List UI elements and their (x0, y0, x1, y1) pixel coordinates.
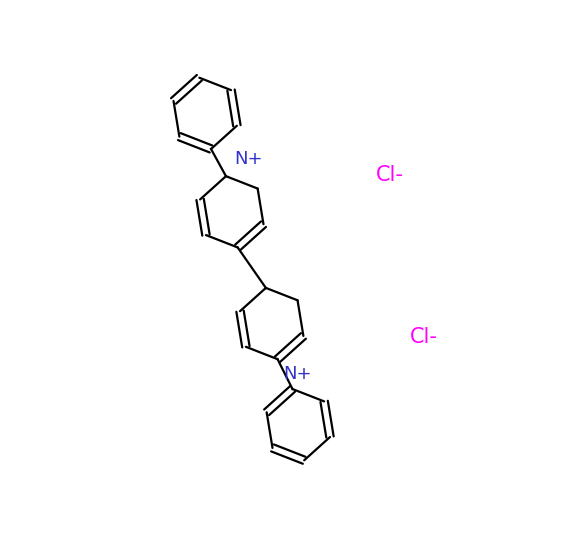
Text: N+: N+ (234, 150, 263, 168)
Text: Cl-: Cl- (410, 327, 438, 347)
Text: Cl-: Cl- (376, 164, 403, 185)
Text: N+: N+ (283, 365, 311, 383)
